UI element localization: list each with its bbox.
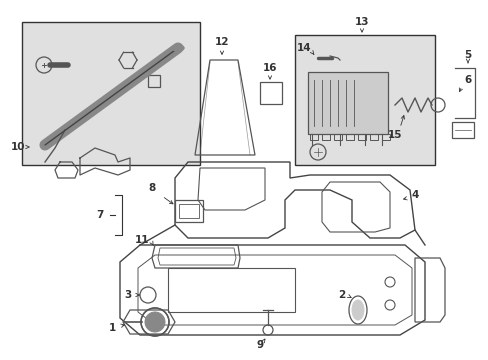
Text: 4: 4 [410, 190, 418, 200]
Bar [357, 134, 365, 140]
Text: 7: 7 [96, 210, 103, 220]
Bar [22, 22, 200, 165]
Bar [148, 75, 160, 87]
Bar [179, 204, 199, 218]
Text: 10: 10 [11, 142, 25, 152]
Circle shape [145, 312, 164, 332]
Bar [451, 122, 473, 138]
Text: 11: 11 [135, 235, 149, 245]
Bar [309, 134, 317, 140]
Text: 2: 2 [338, 290, 345, 300]
Text: 12: 12 [214, 37, 229, 47]
Text: 16: 16 [262, 63, 277, 73]
Bar [175, 200, 203, 222]
Bar [381, 134, 389, 140]
Ellipse shape [351, 300, 363, 320]
Bar [321, 134, 329, 140]
Text: 15: 15 [387, 130, 402, 140]
Text: 13: 13 [354, 17, 368, 27]
Bar [260, 82, 282, 104]
Ellipse shape [172, 45, 183, 51]
Bar [346, 134, 353, 140]
Bar [294, 35, 434, 165]
Text: 14: 14 [296, 43, 311, 53]
Bar [333, 134, 341, 140]
Text: 3: 3 [124, 290, 131, 300]
Text: 1: 1 [108, 323, 115, 333]
Text: 5: 5 [464, 50, 470, 60]
Text: 9: 9 [256, 340, 263, 350]
Bar [369, 134, 377, 140]
Text: 8: 8 [148, 183, 155, 193]
Bar [307, 72, 387, 134]
Text: 6: 6 [464, 75, 470, 85]
